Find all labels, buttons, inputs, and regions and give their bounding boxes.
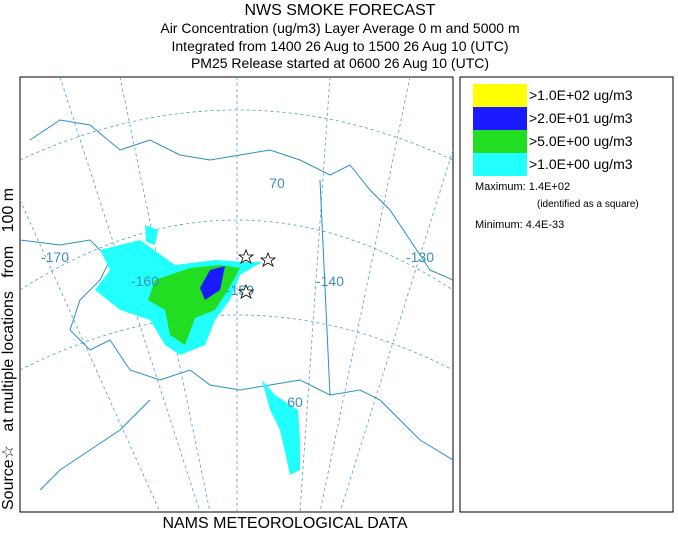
subtitle: PM25 Release started at 0600 26 Aug 10 (…: [191, 55, 489, 71]
map-label: 60: [287, 394, 303, 410]
subtitle: Air Concentration (ug/m3) Layer Average …: [160, 20, 519, 36]
coastline: [20, 119, 453, 491]
maximum: Maximum: 1.4E+02: [475, 181, 570, 193]
legend-swatch: [473, 153, 527, 176]
plume: [145, 225, 158, 245]
legend-label: >1.0E+00 ug/m3: [529, 156, 633, 172]
legend-entries: >1.0E+02 ug/m3 >2.0E+01 ug/m3 >5.0E+00 ug/…: [473, 84, 633, 176]
plume: [200, 266, 225, 300]
source-markers: [237, 248, 277, 299]
legend-label: >1.0E+02 ug/m3: [529, 87, 633, 103]
map-frame: [19, 76, 454, 513]
legend-swatch: [473, 130, 527, 153]
side-label: Source☆ at multiple locations from 100 m: [0, 188, 17, 510]
map-label: 70: [269, 175, 285, 191]
map-label: -160: [131, 273, 159, 289]
maximum-note: (identified as a square): [537, 199, 639, 210]
legend-swatch: [473, 84, 527, 107]
map-label: -140: [316, 273, 344, 289]
footer: NAMS METEOROLOGICAL DATA: [162, 515, 407, 532]
title: NWS SMOKE FORECAST: [244, 2, 435, 19]
subtitle: Integrated from 1400 26 Aug to 1500 26 A…: [172, 38, 509, 54]
map-label: -170: [41, 249, 69, 265]
legend-swatch: [473, 107, 527, 130]
legend-label: >5.0E+00 ug/m3: [529, 133, 633, 149]
map-label: -130: [406, 249, 434, 265]
plume: [262, 380, 300, 475]
minimum: Minimum: 4.4E-33: [475, 219, 564, 231]
map: -170 -160 -150 -140 -130 70 60: [19, 76, 454, 513]
legend-label: >2.0E+01 ug/m3: [529, 110, 633, 126]
legend: >1.0E+02 ug/m3 >2.0E+01 ug/m3 >5.0E+00 ug/…: [459, 76, 674, 513]
